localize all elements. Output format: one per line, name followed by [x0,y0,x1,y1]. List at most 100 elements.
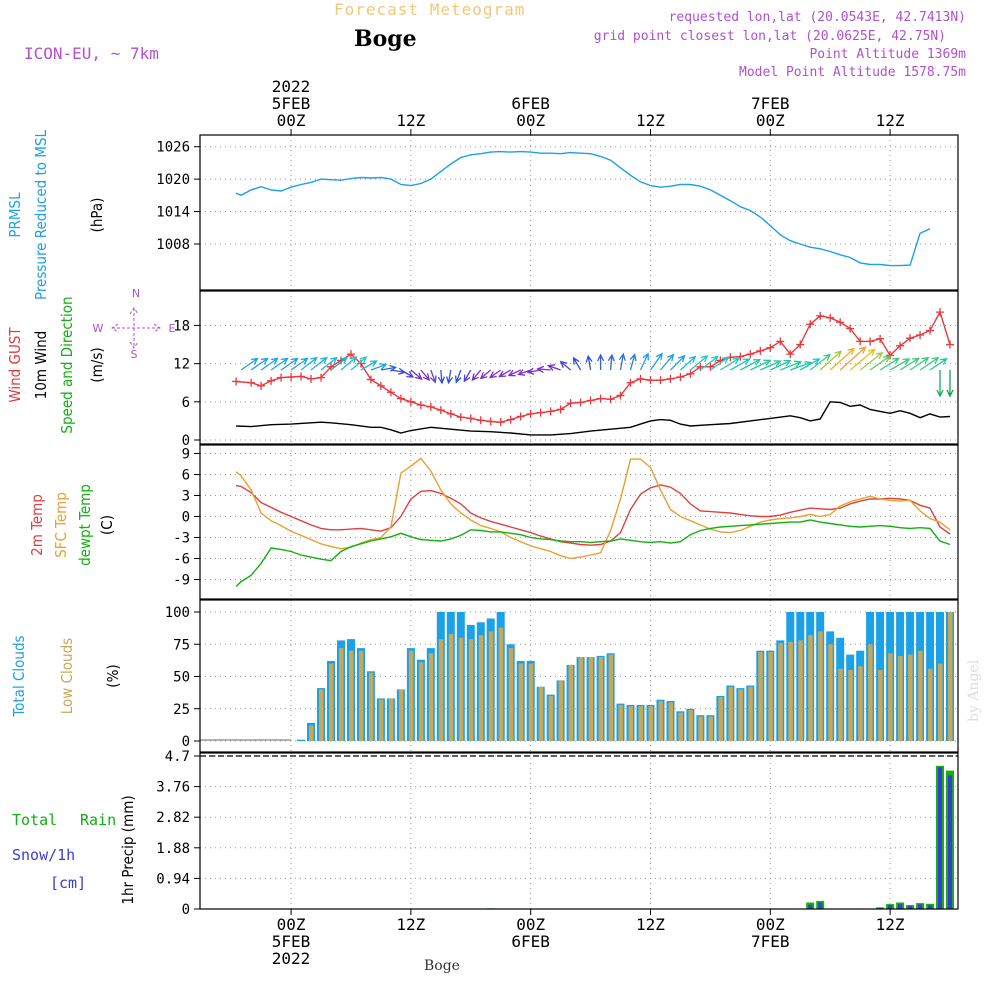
wind-direction-arrow [770,359,792,371]
time-label-top: 2022 [272,77,311,96]
snow-bar [918,904,923,909]
low-cloud-bar [528,663,534,741]
frame-layer [194,129,959,915]
wind-direction-arrow [899,357,920,371]
time-label-top: 5FEB [272,94,311,113]
low-cloud-bar [438,639,444,741]
wind-gust-marker [416,401,425,409]
low-cloud-bar [538,686,544,741]
snow-bar [808,904,813,909]
value-tick-label: 50 [173,670,190,686]
time-label-top: 7FEB [751,94,790,113]
wind-direction-arrow [488,369,502,379]
wind-direction-arrow [420,369,431,382]
low-cloud-bar [798,640,803,741]
time-label-top: 12Z [396,111,425,130]
low-cloud-bar [329,663,334,741]
wind-gust-marker [586,396,595,405]
time-label-bottom: 12Z [876,915,905,934]
panel-ylabel: 10m Wind [32,331,50,400]
wind-gust-marker [406,397,415,406]
legend-rain: Rain [80,811,116,829]
wind-direction-arrow [350,356,368,371]
wind-direction-arrow [780,360,803,371]
value-tick-label: 1026 [156,140,190,156]
location-title: Boge [354,26,417,52]
panel-ylabel: (C) [98,515,116,535]
low-cloud-bar [618,704,623,741]
wind-gust-marker [626,378,635,387]
credit-label: by Angel [966,659,982,722]
wind-direction-arrow [310,356,328,371]
wind-gust-marker [736,352,745,361]
wind-gust-marker [746,350,755,359]
low-cloud-bar [339,648,344,741]
low-cloud-bar [788,641,793,741]
panel-ylabel: Total Clouds [10,635,28,717]
value-tick-label: 25 [173,702,190,718]
low-cloud-bar [718,697,723,741]
low-cloud-bar [398,689,404,741]
wind-gust-marker [806,320,815,329]
value-tick-label: 0 [182,734,190,750]
wind-direction-arrow [400,369,415,378]
wind-direction-arrow [320,356,338,371]
wind-gust-marker [486,417,495,426]
wind-direction-arrow [829,347,856,371]
wind-direction-arrow [526,367,541,375]
time-label-bottom: 00Z [277,915,306,934]
low-cloud-bar [678,712,683,741]
low-cloud-bar [488,631,494,741]
time-label-bottom: 5FEB [272,932,311,951]
time-label-bottom: 7FEB [751,932,790,951]
wind-gust-marker [466,414,475,423]
wind-direction-arrow [649,352,663,371]
low-cloud-bar [728,686,733,741]
wind-gust-marker [386,388,395,397]
wind-gust-marker [816,311,825,320]
low-cloud-bar [818,631,823,741]
low-cloud-bar [848,670,853,741]
low-cloud-bar [558,680,564,741]
low-cloud-bar [319,689,324,741]
wind-direction-arrow [559,360,572,371]
panel-ylabel: (m/s) [88,347,106,382]
wind-gust-marker [317,373,326,382]
value-tick-label: -3 [173,531,190,547]
low-cloud-bar [608,654,614,741]
wind-gust-marker [536,408,545,417]
wind-direction-arrow [360,360,378,371]
wind-direction-arrow [463,369,472,383]
time-label-top: 6FEB [511,94,550,113]
low-cloud-bar [598,657,604,741]
time-label-top: 00Z [516,111,545,130]
panel-ylabel: 1hr Precip (mm) [119,795,137,904]
wind-direction-arrow [260,357,279,371]
grid-point-coords: grid point closest lon,lat (20.0625E, 42… [593,29,946,44]
legend-total: Total [12,811,57,829]
panel-ylabel: dewpt Temp [76,484,94,566]
wind-direction-arrow [270,357,289,371]
low-cloud-bar [898,655,903,741]
time-label-bottom: 12Z [636,915,665,934]
wind-direction-arrow [849,348,876,371]
low-cloud-bar [908,654,913,741]
value-tick-label: 6 [182,395,190,411]
wind-gust-marker [886,351,895,360]
data-layer [200,150,958,909]
value-tick-label: 0 [182,433,190,449]
wind-gust-marker [566,399,575,408]
wind-direction-arrow [290,357,309,371]
wind-gust-marker [277,373,286,382]
wind-gust-marker [686,369,695,378]
wind-gust-marker [476,416,485,425]
low-cloud-bar [768,652,773,741]
wind-direction-arrow [929,357,948,371]
wind-gust-marker [856,337,865,346]
wind-gust-marker [297,372,306,381]
value-tick-label: 18 [173,318,190,334]
wind-direction-arrow [879,357,901,371]
wind-gust-marker [866,337,875,346]
